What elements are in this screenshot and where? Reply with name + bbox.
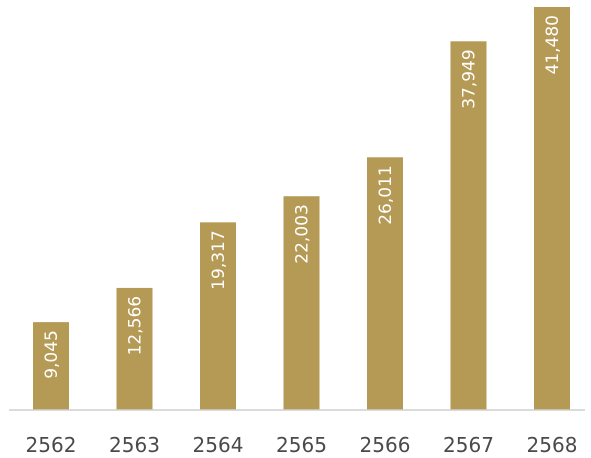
category-label-2564: 2564: [193, 433, 244, 457]
category-label-2562: 2562: [26, 433, 77, 457]
value-label-2565: 22,003: [293, 204, 313, 263]
value-label-2564: 19,317: [209, 230, 229, 289]
bar-2567: [450, 41, 487, 411]
value-label-2567: 37,949: [460, 49, 480, 108]
bar-2568: [534, 7, 570, 410]
value-label-2563: 12,566: [126, 296, 146, 355]
value-label-2562: 9,045: [42, 330, 62, 379]
bar-2564: [200, 222, 236, 410]
category-label-2565: 2565: [276, 433, 327, 457]
bar-2566: [367, 157, 403, 410]
bar-2562: [33, 322, 69, 410]
category-labels-group: 2562 2563 2564 2565 2566 2567 2568: [26, 433, 578, 457]
value-label-2568: 41,480: [543, 15, 563, 74]
category-label-2568: 2568: [527, 433, 578, 457]
category-label-2566: 2566: [360, 433, 411, 457]
bar-2563: [116, 287, 153, 410]
bar-2565: [283, 196, 320, 410]
value-labels-group: 9,045 12,566 19,317 22,003 26,011 37,949 41,48…: [42, 15, 563, 379]
value-label-2566: 26,011: [376, 165, 396, 224]
category-label-2563: 2563: [109, 433, 160, 457]
bars-group: [33, 7, 570, 411]
category-label-2567: 2567: [443, 433, 494, 457]
